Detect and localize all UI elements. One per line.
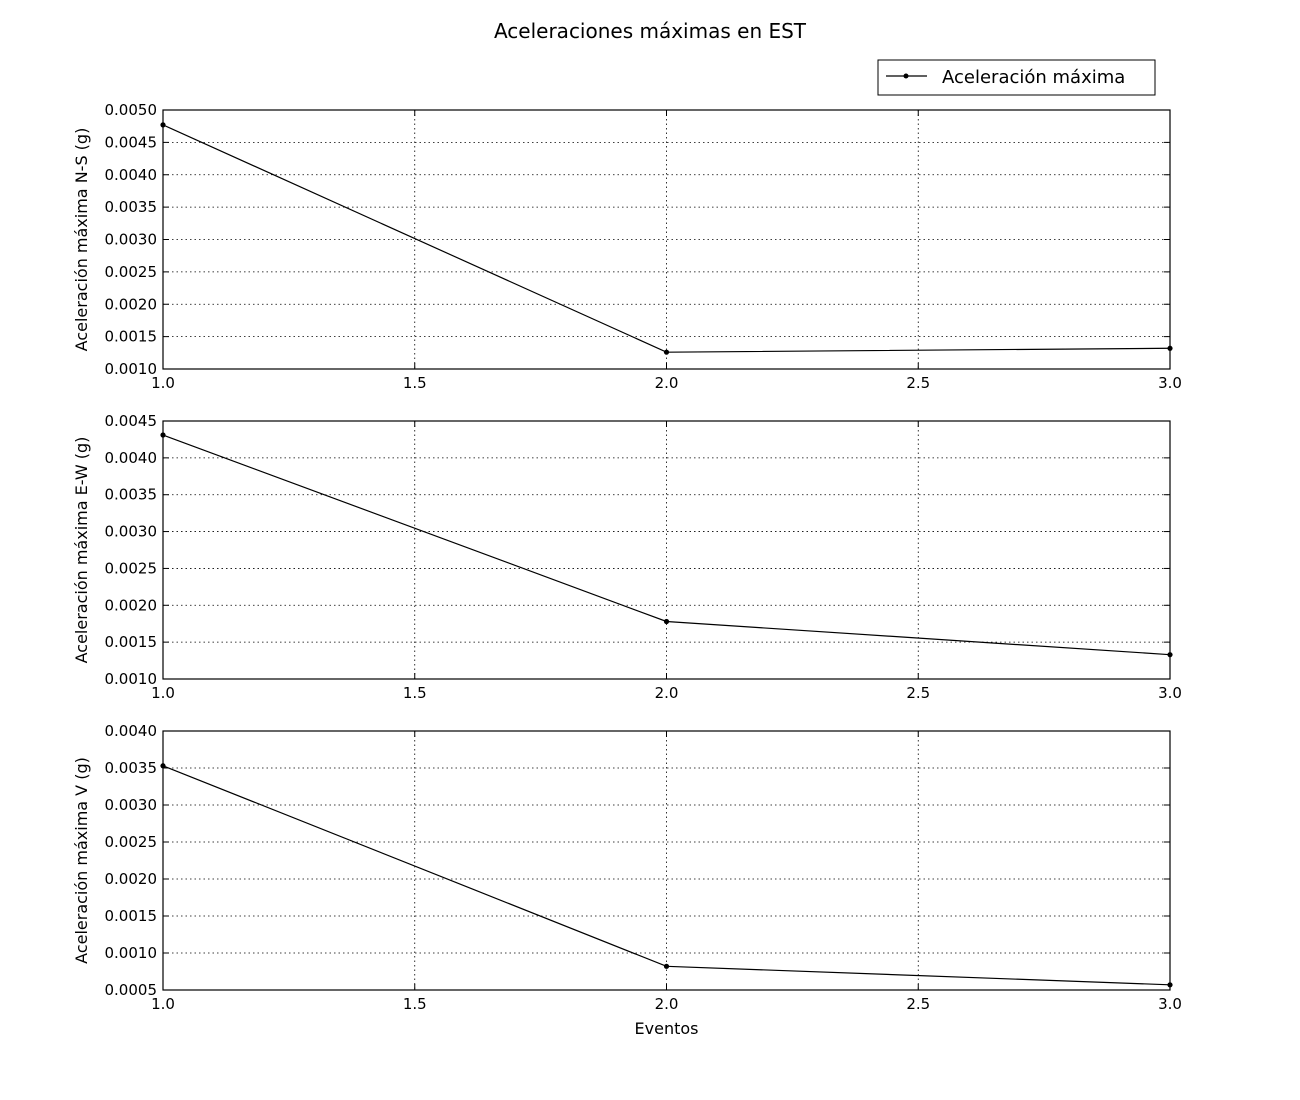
legend: Aceleración máxima: [877, 59, 1156, 96]
y-tick-label: 0.0035: [105, 486, 158, 504]
y-tick-label: 0.0045: [105, 412, 158, 430]
x-tick-label: 2.5: [906, 995, 930, 1013]
x-tick-label: 1.0: [151, 374, 175, 392]
plot-frame: [162, 109, 1171, 370]
subplots: 1.0 1.5 2.0 2.5 3.0 0.0010 0.0015 0.0020 0.0025 0…: [72, 101, 1182, 1038]
x-tick-label: 1.5: [403, 684, 427, 702]
y-tick-label: 0.0040: [105, 166, 158, 184]
subplot-2: 1.0 1.5 2.0 2.5 3.0 0.0010 0.0015 0.0020 0.0025 0…: [72, 412, 1182, 702]
x-tick-label: 2.0: [655, 684, 679, 702]
legend-box: [877, 59, 1156, 96]
y-tick-label: 0.0045: [105, 133, 158, 151]
x-tick-label: 3.0: [1158, 995, 1182, 1013]
subplot-1: 1.0 1.5 2.0 2.5 3.0 0.0010 0.0015 0.0020 0.0025 0…: [72, 101, 1182, 392]
data-point: [663, 349, 670, 355]
y-tick-label: 0.0015: [105, 907, 158, 925]
y-tick-label: 0.0030: [105, 523, 158, 541]
y-tick-label: 0.0010: [105, 944, 158, 962]
data-point: [663, 963, 670, 969]
x-tick-label: 1.5: [403, 995, 427, 1013]
x-tick-label: 1.5: [403, 374, 427, 392]
y-tick-label: 0.0035: [105, 198, 158, 216]
subplot-3: 1.0 1.5 2.0 2.5 3.0 0.0005 0.0010 0.0015 0.0020 0…: [72, 722, 1182, 1038]
x-tick-label: 3.0: [1158, 684, 1182, 702]
y-tick-label: 0.0015: [105, 633, 158, 651]
y-axis-label: Aceleración máxima V (g): [72, 757, 91, 964]
y-tick-label: 0.0005: [105, 981, 158, 999]
y-tick-label: 0.0010: [105, 360, 158, 378]
y-tick-label: 0.0015: [105, 328, 158, 346]
y-tick-label: 0.0020: [105, 870, 158, 888]
x-tick-label: 1.0: [151, 995, 175, 1013]
x-tick-label: 1.0: [151, 684, 175, 702]
y-tick-label: 0.0030: [105, 796, 158, 814]
x-tick-label: 2.5: [906, 374, 930, 392]
y-tick-label: 0.0040: [105, 449, 158, 467]
y-tick-label: 0.0010: [105, 670, 158, 688]
y-tick-label: 0.0035: [105, 759, 158, 777]
y-tick-label: 0.0030: [105, 231, 158, 249]
x-tick-label: 2.0: [655, 995, 679, 1013]
y-tick-label: 0.0025: [105, 263, 158, 281]
y-axis-label: Aceleración máxima N-S (g): [72, 128, 91, 352]
y-tick-label: 0.0025: [105, 833, 158, 851]
y-tick-label: 0.0040: [105, 722, 158, 740]
x-axis-label: Eventos: [635, 1019, 699, 1038]
data-point: [663, 618, 670, 625]
y-tick-label: 0.0050: [105, 101, 158, 119]
x-tick-label: 2.0: [655, 374, 679, 392]
plot-frame: [162, 420, 1171, 680]
y-tick-label: 0.0025: [105, 559, 158, 577]
y-tick-label: 0.0020: [105, 596, 158, 614]
x-tick-label: 3.0: [1158, 374, 1182, 392]
x-tick-label: 2.5: [906, 684, 930, 702]
plot-frame: [162, 730, 1171, 991]
figure-title: Aceleraciones máximas en EST: [494, 19, 807, 43]
y-axis-label: Aceleración máxima E-W (g): [72, 437, 91, 664]
legend-label: Aceleración máxima: [942, 67, 1125, 88]
y-tick-label: 0.0020: [105, 295, 158, 313]
legend-marker-swatch: [903, 73, 909, 79]
